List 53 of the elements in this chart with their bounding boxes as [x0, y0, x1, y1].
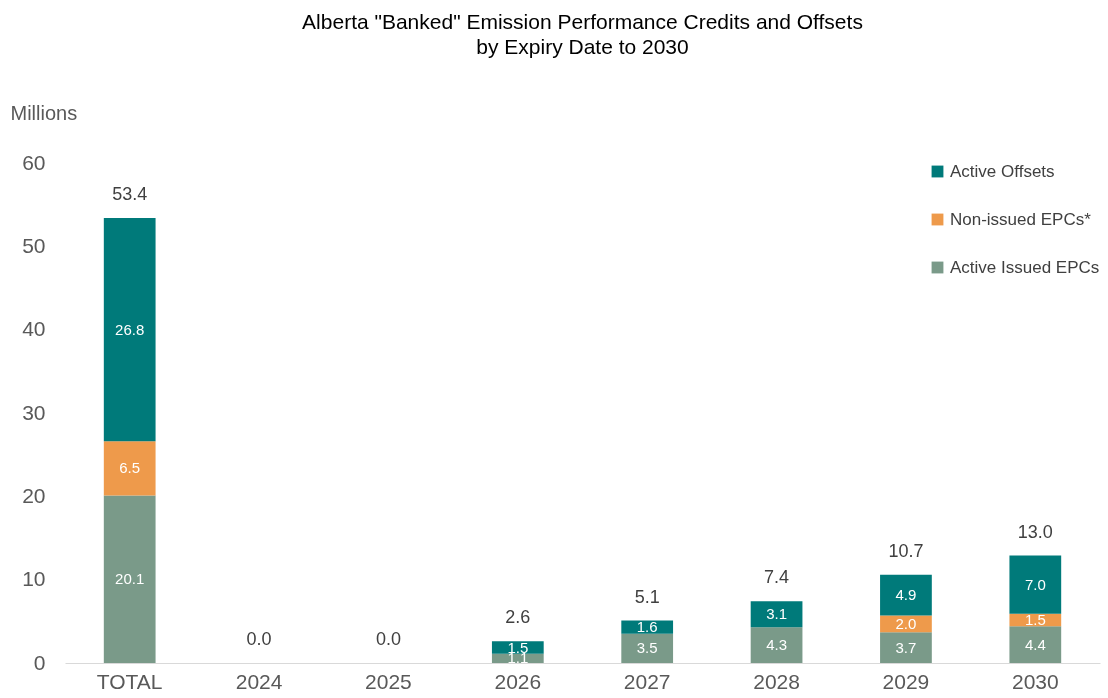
x-tick-label: TOTAL	[96, 669, 163, 693]
bar	[103, 218, 156, 442]
total-label: 7.4	[764, 567, 790, 588]
y-tick-label: 40	[22, 317, 46, 341]
bar	[1009, 555, 1062, 614]
data-label: 3.1	[766, 605, 787, 623]
data-label: 6.5	[119, 459, 141, 477]
chart-subtitle: by Expiry Date to 2030	[476, 35, 689, 58]
total-label: 10.7	[888, 540, 924, 561]
total-label: 53.4	[112, 184, 148, 204]
bar	[103, 495, 156, 663]
x-tick-label: 2030	[1011, 669, 1059, 693]
x-tick-label: 2029	[882, 669, 930, 693]
data-label: 7.0	[1024, 575, 1046, 593]
data-label: 4.4	[1024, 635, 1046, 653]
data-label: 3.7	[895, 638, 917, 656]
legend-label: Active Offsets	[950, 161, 1055, 181]
bar	[750, 627, 803, 663]
x-tick-label: 2026	[494, 669, 542, 693]
y-tick-label: 50	[22, 233, 46, 257]
bar	[880, 632, 932, 663]
legend-label: Active Issued EPCs	[950, 257, 1100, 277]
data-label: 26.8	[115, 320, 145, 338]
y-tick-label: 30	[22, 400, 46, 424]
data-label: 1.5	[1024, 611, 1046, 629]
y-tick-label: 0	[33, 650, 46, 674]
total-label: 2.6	[505, 607, 531, 628]
x-tick-label: 2027	[623, 669, 671, 693]
y-tick-label: 10	[22, 567, 46, 591]
total-label: 0.0	[246, 629, 272, 649]
bar	[103, 441, 156, 496]
x-tick-label: 2024	[235, 669, 283, 693]
bar	[1009, 626, 1062, 663]
legend-label: Non-issued EPCs*	[950, 209, 1092, 229]
total-label: 13.0	[1017, 521, 1053, 542]
y-tick-label: 20	[22, 483, 46, 507]
data-label: 4.9	[895, 586, 917, 604]
bar	[750, 601, 803, 628]
bar	[621, 633, 674, 663]
total-label: 5.1	[634, 586, 660, 607]
y-axis-title: Millions	[10, 101, 78, 124]
x-tick-label: 2025	[365, 669, 412, 693]
bar	[491, 641, 544, 654]
data-label: 1.6	[636, 618, 658, 636]
data-label: 20.1	[115, 570, 145, 588]
chart-title: Alberta "Banked" Emission Performance Credits and Offsets	[302, 10, 863, 33]
data-label: 3.5	[636, 639, 658, 657]
bar	[880, 574, 932, 616]
total-label: 0.0	[375, 629, 401, 649]
x-tick-label: 2028	[753, 669, 800, 693]
data-label: 2.0	[895, 614, 917, 632]
data-label: 4.3	[766, 636, 787, 654]
y-tick-label: 60	[22, 150, 46, 174]
